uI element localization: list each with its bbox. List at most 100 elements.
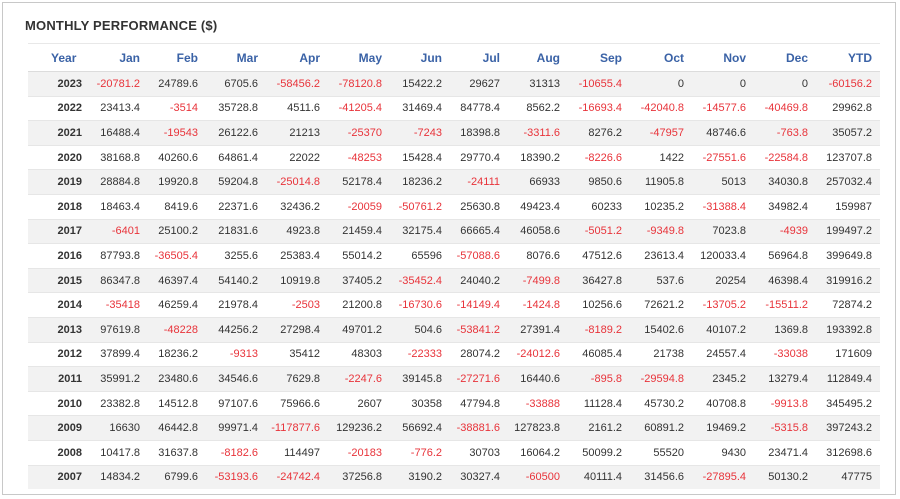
- value-cell: 37405.2: [328, 267, 390, 293]
- year-cell: 2018: [28, 193, 88, 220]
- value-cell: -20059: [328, 193, 390, 220]
- value-cell: 65596: [390, 243, 450, 269]
- value-cell: 29627: [450, 71, 508, 97]
- value-cell: 24789.6: [148, 71, 206, 97]
- value-cell: 31469.4: [390, 95, 450, 121]
- value-cell: -25014.8: [266, 169, 328, 195]
- ytd-cell: 397243.2: [816, 415, 880, 441]
- value-cell: 97619.8: [88, 316, 148, 343]
- value-cell: -57088.6: [450, 243, 508, 269]
- value-cell: 16064.2: [508, 439, 568, 465]
- year-cell: 2012: [28, 341, 88, 367]
- table-row: 2009 16630 46442.8 99971.4 -117877.6 129236.2…: [28, 415, 880, 441]
- value-cell: 23480.6: [148, 366, 206, 392]
- year-cell: 2021: [28, 120, 88, 146]
- value-cell: -14149.4: [450, 292, 508, 318]
- value-cell: 11128.4: [568, 390, 630, 416]
- column-header-jul: Jul: [450, 43, 508, 72]
- value-cell: 44256.2: [206, 316, 266, 343]
- value-cell: 55520: [630, 439, 692, 465]
- year-cell: 2017: [28, 218, 88, 244]
- value-cell: -16693.4: [568, 95, 630, 121]
- value-cell: 8562.2: [508, 95, 568, 121]
- value-cell: -9349.8: [630, 218, 692, 244]
- value-cell: 30358: [390, 390, 450, 416]
- value-cell: 23471.4: [754, 439, 816, 465]
- table-row: 2014 -35418 46259.4 21978.4 -2503 21200.8 -167…: [28, 292, 880, 318]
- value-cell: -40469.8: [754, 95, 816, 121]
- value-cell: -53841.2: [450, 316, 508, 343]
- value-cell: -7499.8: [508, 267, 568, 293]
- value-cell: 8076.6: [508, 243, 568, 269]
- year-cell: 2011: [28, 366, 88, 392]
- value-cell: -10655.4: [568, 71, 630, 97]
- value-cell: 23413.4: [88, 95, 148, 121]
- ytd-cell: 72874.2: [816, 292, 880, 318]
- value-cell: -20781.2: [88, 71, 148, 97]
- value-cell: 21200.8: [328, 292, 390, 318]
- value-cell: -8189.2: [568, 316, 630, 343]
- value-cell: 26122.6: [206, 120, 266, 146]
- column-header-oct: Oct: [630, 43, 692, 72]
- column-header-may: May: [328, 43, 390, 72]
- value-cell: 7629.8: [266, 366, 328, 392]
- value-cell: -60500: [508, 464, 568, 490]
- value-cell: 15422.2: [390, 71, 450, 97]
- value-cell: -48253: [328, 144, 390, 170]
- value-cell: 0: [754, 71, 816, 97]
- year-cell: 2014: [28, 292, 88, 318]
- value-cell: 25100.2: [148, 218, 206, 244]
- value-cell: 84778.4: [450, 95, 508, 121]
- value-cell: 59204.8: [206, 169, 266, 195]
- year-cell: 2022: [28, 95, 88, 121]
- value-cell: -25370: [328, 120, 390, 146]
- value-cell: 114497: [266, 439, 328, 465]
- value-cell: -20183: [328, 439, 390, 465]
- value-cell: -35418: [88, 292, 148, 318]
- value-cell: -22333: [390, 341, 450, 367]
- column-header-sep: Sep: [568, 43, 630, 72]
- ytd-cell: 112849.4: [816, 366, 880, 392]
- year-cell: 2016: [28, 243, 88, 269]
- value-cell: -895.8: [568, 366, 630, 392]
- value-cell: 14512.8: [148, 390, 206, 416]
- value-cell: 34982.4: [754, 193, 816, 220]
- value-cell: 99971.4: [206, 415, 266, 441]
- value-cell: -2247.6: [328, 366, 390, 392]
- value-cell: 3190.2: [390, 464, 450, 490]
- value-cell: -58456.2: [266, 71, 328, 97]
- year-cell: 2008: [28, 439, 88, 465]
- ytd-cell: -60156.2: [816, 71, 880, 97]
- ytd-cell: 199497.2: [816, 218, 880, 244]
- value-cell: 21831.6: [206, 218, 266, 244]
- value-cell: 39145.8: [390, 366, 450, 392]
- table-row: 2012 37899.4 18236.2 -9313 35412 48303 -22333 2…: [28, 341, 880, 367]
- value-cell: 30703: [450, 439, 508, 465]
- value-cell: -24111: [450, 169, 508, 195]
- value-cell: -8182.6: [206, 439, 266, 465]
- table-row: 2019 28884.8 19920.8 59204.8 -25014.8 52178.4…: [28, 169, 880, 195]
- value-cell: -5051.2: [568, 218, 630, 244]
- value-cell: 31313: [508, 71, 568, 97]
- value-cell: 32175.4: [390, 218, 450, 244]
- value-cell: -41205.4: [328, 95, 390, 121]
- value-cell: -776.2: [390, 439, 450, 465]
- value-cell: 504.6: [390, 316, 450, 343]
- year-cell: 2013: [28, 316, 88, 343]
- value-cell: 127823.8: [508, 415, 568, 441]
- year-cell: 2019: [28, 169, 88, 195]
- value-cell: 86347.8: [88, 267, 148, 293]
- value-cell: 46397.4: [148, 267, 206, 293]
- value-cell: 19469.2: [692, 415, 754, 441]
- value-cell: 37899.4: [88, 341, 148, 367]
- value-cell: -35452.4: [390, 267, 450, 293]
- year-cell: 2015: [28, 267, 88, 293]
- value-cell: 13279.4: [754, 366, 816, 392]
- value-cell: 129236.2: [328, 415, 390, 441]
- value-cell: 27298.4: [266, 316, 328, 343]
- value-cell: 30327.4: [450, 464, 508, 490]
- value-cell: 4923.8: [266, 218, 328, 244]
- value-cell: -31388.4: [692, 193, 754, 220]
- ytd-cell: 193392.8: [816, 316, 880, 343]
